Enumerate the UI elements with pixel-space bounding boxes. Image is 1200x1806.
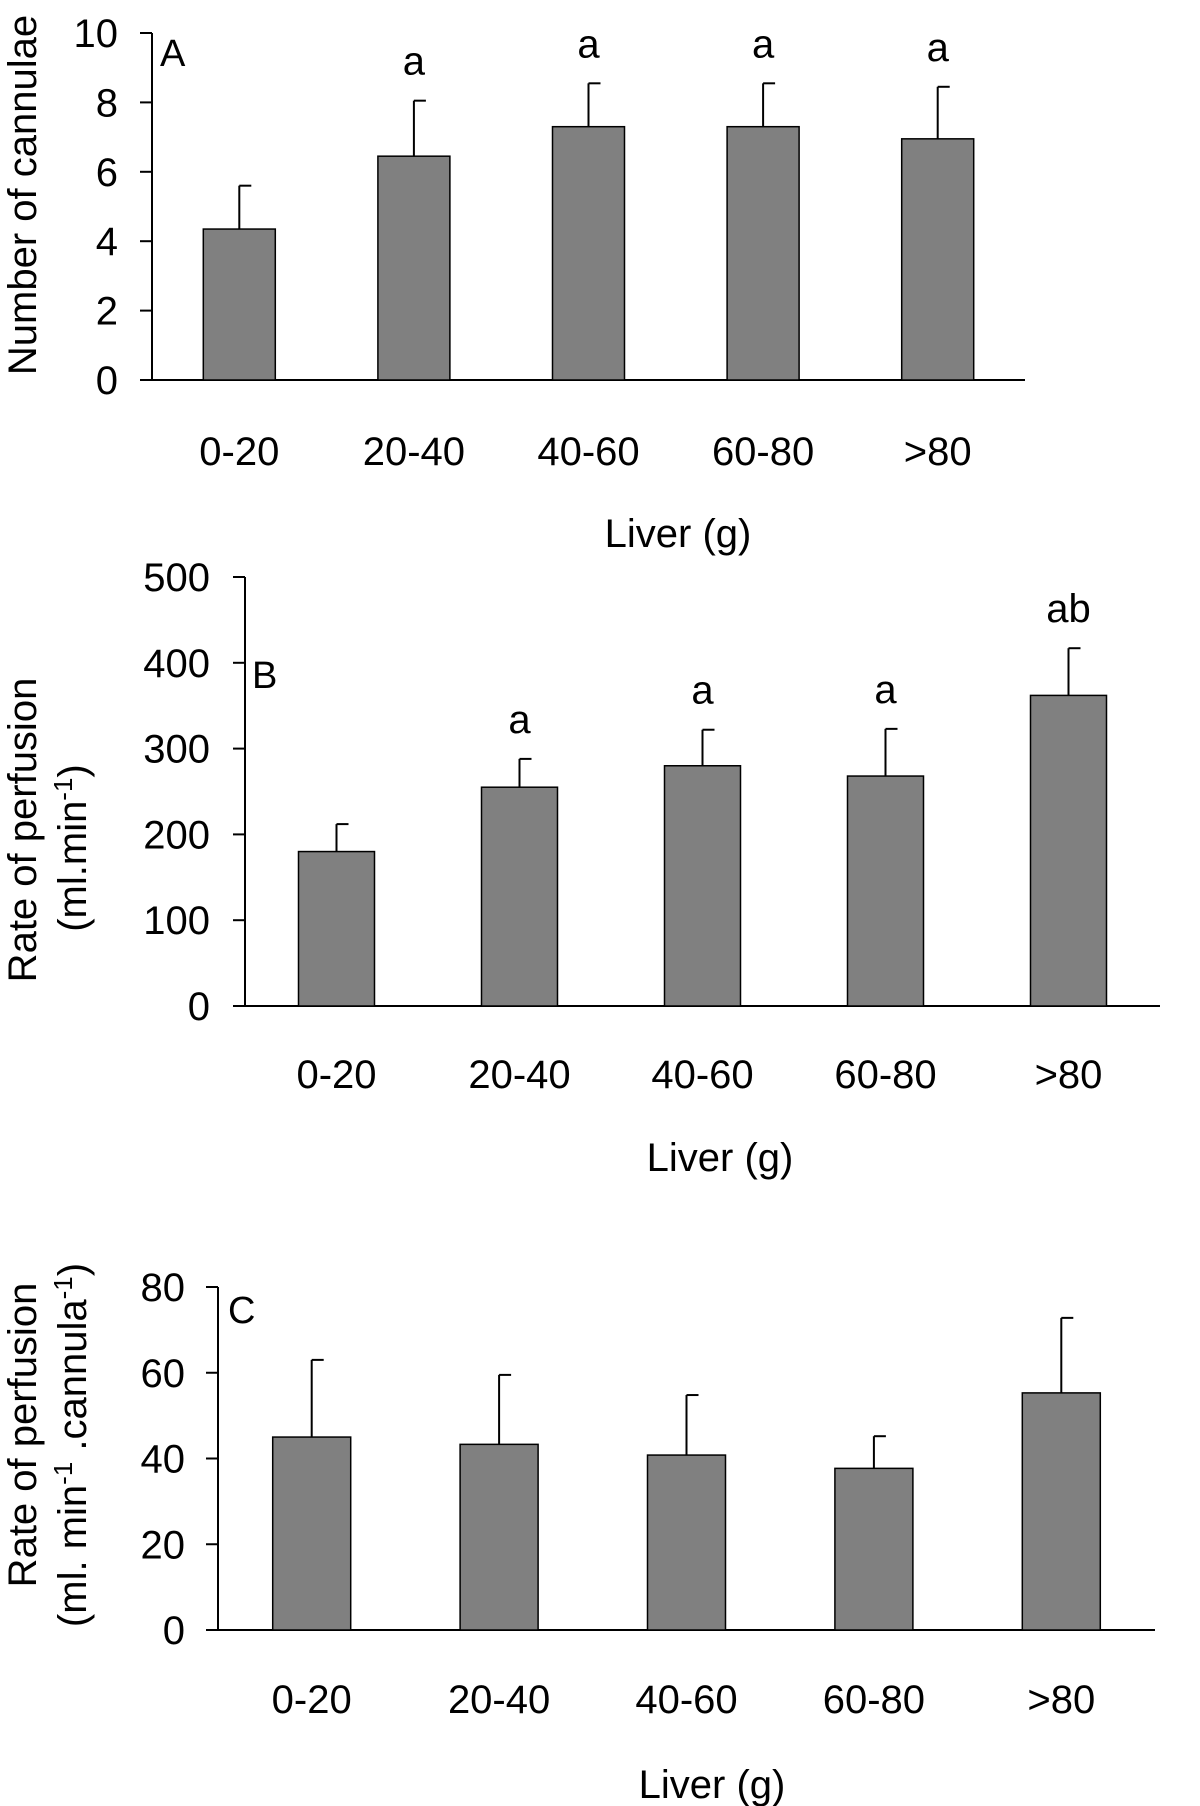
unit-text: ) bbox=[51, 1263, 95, 1276]
bar bbox=[1029, 694, 1108, 1007]
y-axis-title-unit: (ml.min-1) bbox=[48, 764, 95, 932]
x-tick-label: >80 bbox=[1035, 1053, 1103, 1097]
x-tick-label: 40-60 bbox=[537, 430, 639, 474]
y-axis-title: Rate of perfusion bbox=[1, 1283, 45, 1588]
significance-label: a bbox=[752, 22, 775, 66]
significance-label: ab bbox=[1046, 587, 1091, 631]
panel-label: C bbox=[228, 1290, 255, 1332]
y-tick-label: 20 bbox=[141, 1523, 186, 1567]
y-tick-label: 6 bbox=[96, 151, 118, 195]
y-tick-label: 8 bbox=[96, 81, 118, 125]
y-tick-label: 500 bbox=[143, 556, 210, 600]
chart-panel-b: B Rate of perfusion (ml.min-1) Liver (g)… bbox=[1, 556, 1160, 1180]
bar bbox=[297, 850, 376, 1007]
x-tick-label: 20-40 bbox=[468, 1053, 570, 1097]
x-tick-label: 60-80 bbox=[712, 430, 814, 474]
x-tick-label: 40-60 bbox=[635, 1678, 737, 1722]
x-axis-title: Liver (g) bbox=[639, 1763, 786, 1806]
x-tick-label: 40-60 bbox=[651, 1053, 753, 1097]
significance-label: a bbox=[403, 40, 426, 84]
bar bbox=[846, 775, 925, 1007]
y-tick-label: 60 bbox=[141, 1352, 186, 1396]
bar bbox=[834, 1467, 914, 1631]
x-tick-label: 60-80 bbox=[823, 1678, 925, 1722]
x-tick-label: 20-40 bbox=[448, 1678, 550, 1722]
unit-text: (ml.min bbox=[51, 801, 95, 932]
y-axis-title-unit: (ml. min-1 .cannula-1) bbox=[48, 1263, 95, 1627]
x-tick-label: 0-20 bbox=[296, 1053, 376, 1097]
y-tick-label: 0 bbox=[163, 1609, 185, 1653]
chart-panel-c: C Rate of perfusion (ml. min-1 .cannula-… bbox=[1, 1263, 1155, 1806]
bar bbox=[1021, 1392, 1102, 1631]
unit-text: ) bbox=[51, 764, 95, 777]
bar bbox=[900, 138, 975, 381]
bar bbox=[271, 1436, 352, 1631]
y-tick-label: 400 bbox=[143, 642, 210, 686]
unit-text: .cannula bbox=[51, 1299, 95, 1462]
significance-label: a bbox=[577, 22, 600, 66]
x-tick-label: >80 bbox=[904, 430, 972, 474]
x-tick-label: 0-20 bbox=[272, 1678, 352, 1722]
x-tick-label: >80 bbox=[1027, 1678, 1095, 1722]
significance-label: a bbox=[874, 668, 897, 712]
x-tick-label: 20-40 bbox=[363, 430, 465, 474]
bar bbox=[377, 155, 451, 381]
y-tick-label: 40 bbox=[141, 1438, 186, 1482]
x-axis-title: Liver (g) bbox=[605, 512, 752, 556]
y-tick-label: 10 bbox=[74, 12, 119, 56]
y-axis-title: Number of cannulae bbox=[1, 15, 45, 375]
y-tick-label: 100 bbox=[143, 899, 210, 943]
unit-exponent: -1 bbox=[48, 1462, 78, 1485]
bar bbox=[551, 125, 626, 381]
unit-text: (ml. min bbox=[51, 1485, 95, 1627]
y-tick-label: 80 bbox=[141, 1266, 186, 1310]
x-tick-label: 0-20 bbox=[199, 430, 279, 474]
significance-label: a bbox=[508, 698, 531, 742]
y-tick-label: 0 bbox=[96, 359, 118, 403]
significance-label: a bbox=[927, 26, 950, 70]
bar bbox=[726, 125, 800, 381]
bar bbox=[663, 765, 742, 1007]
y-axis-title: Rate of perfusion bbox=[1, 678, 45, 983]
y-tick-label: 4 bbox=[96, 220, 118, 264]
unit-exponent: -1 bbox=[48, 778, 78, 801]
y-tick-label: 200 bbox=[143, 813, 210, 857]
x-tick-label: 60-80 bbox=[834, 1053, 936, 1097]
bar bbox=[646, 1454, 727, 1631]
panel-label: A bbox=[160, 33, 186, 75]
significance-label: a bbox=[691, 669, 714, 713]
bar bbox=[202, 228, 277, 381]
bar bbox=[459, 1443, 539, 1631]
chart-panel-a: A Number of cannulae Liver (g) 0 2 4 6 8 10 0-… bbox=[1, 12, 1025, 556]
unit-exponent: -1 bbox=[48, 1276, 78, 1299]
y-tick-label: 0 bbox=[188, 985, 210, 1029]
panel-label: B bbox=[252, 655, 277, 697]
bar bbox=[480, 786, 559, 1007]
y-tick-label: 300 bbox=[143, 728, 210, 772]
y-tick-label: 2 bbox=[96, 290, 118, 334]
x-axis-title: Liver (g) bbox=[647, 1136, 794, 1180]
